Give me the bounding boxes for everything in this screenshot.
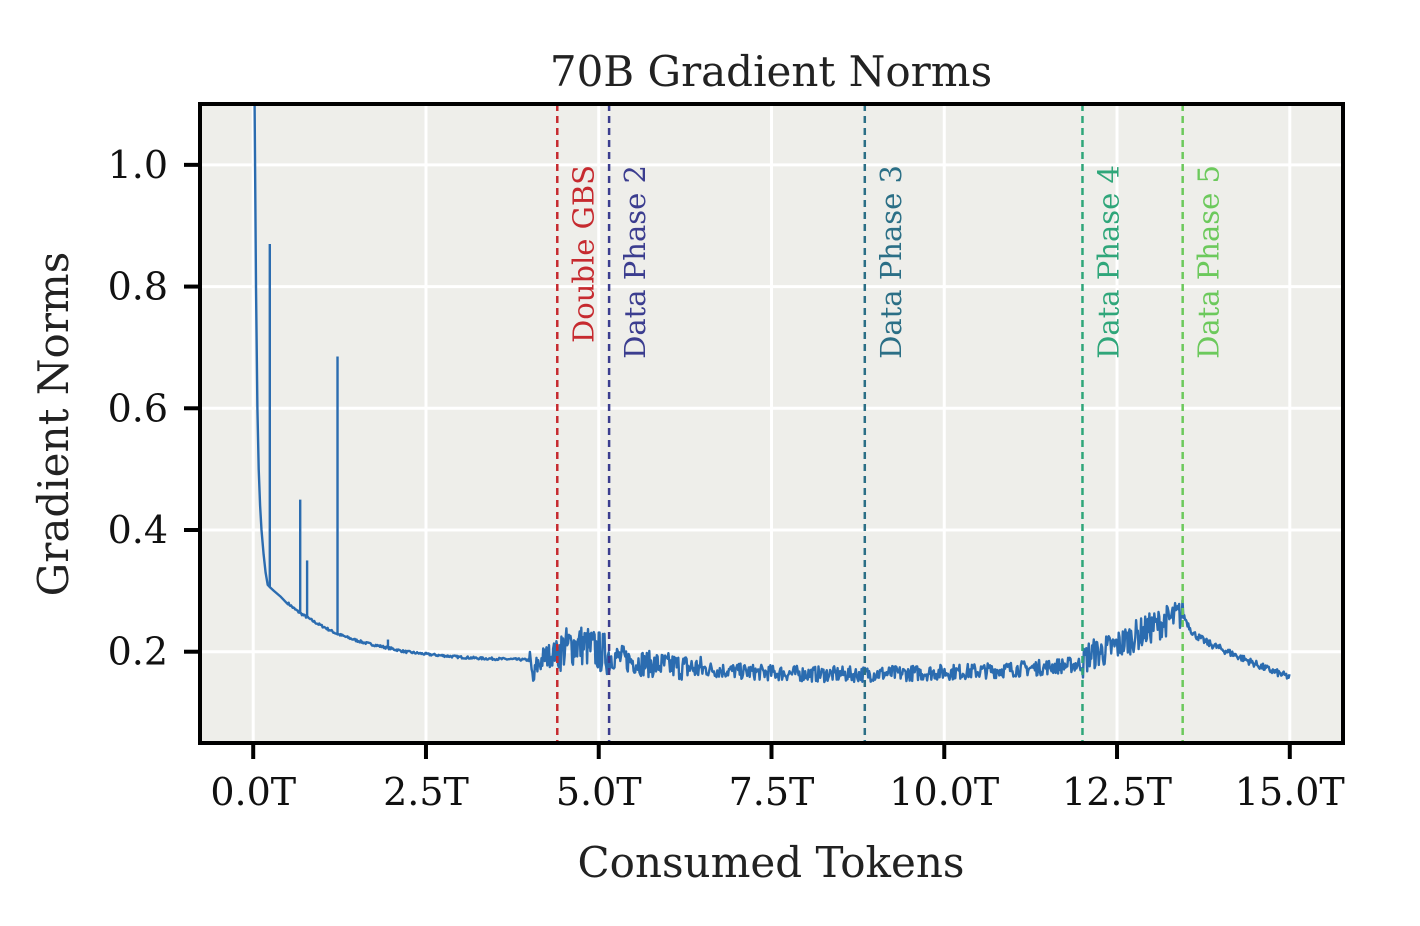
grid (200, 104, 1343, 743)
y-tick-label: 0.2 (108, 630, 168, 674)
x-tick-label: 7.5T (729, 770, 815, 814)
gradient-norm-line (253, 103, 1291, 684)
y-tick-label: 0.6 (108, 386, 168, 430)
phase-label: Data Phase 5 (1192, 165, 1226, 359)
y-tick-label: 0.4 (108, 508, 168, 552)
phase-label: Double GBS (566, 165, 600, 343)
y-tick-label: 1.0 (108, 143, 168, 187)
y-tick-label: 0.8 (108, 265, 168, 309)
series-layer (253, 103, 1291, 684)
x-tick-label: 2.5T (383, 770, 469, 814)
phase-label: Data Phase 2 (618, 165, 652, 359)
phase-label: Data Phase 4 (1091, 165, 1125, 359)
y-axis-ticks: 0.2 0.4 0.6 0.8 1.0 (108, 143, 200, 674)
chart-title: 70B Gradient Norms (550, 47, 992, 96)
x-axis-label: Consumed Tokens (578, 838, 965, 887)
phase-label: Data Phase 3 (874, 165, 908, 359)
x-tick-label: 5.0T (556, 770, 642, 814)
x-tick-label: 15.0T (1235, 770, 1345, 814)
y-axis-label: Gradient Norms (29, 252, 78, 597)
x-axis-ticks: 0.0T 2.5T 5.0T 7.5T 10.0T 12.5T 15.0T (210, 743, 1345, 814)
x-tick-label: 0.0T (210, 770, 296, 814)
x-tick-label: 12.5T (1062, 770, 1172, 814)
x-tick-label: 10.0T (889, 770, 999, 814)
phase-markers: Double GBS Data Phase 2 Data Phase 3 Data P… (556, 104, 1226, 743)
